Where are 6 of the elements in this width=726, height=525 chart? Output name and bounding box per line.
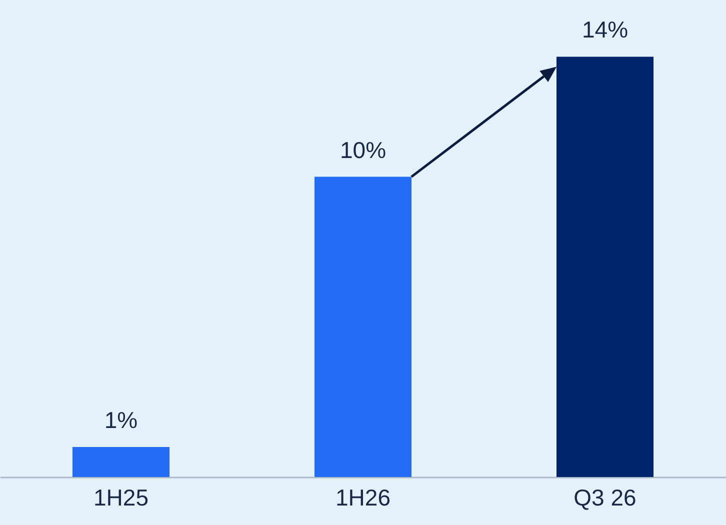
data-label: 1% — [104, 406, 138, 433]
data-label: 10% — [340, 136, 386, 163]
data-label: 14% — [582, 16, 628, 43]
x-tick-label: Q3 26 — [574, 484, 636, 510]
x-tick-label: 1H26 — [336, 484, 390, 510]
x-tick-label: 1H25 — [94, 484, 148, 510]
